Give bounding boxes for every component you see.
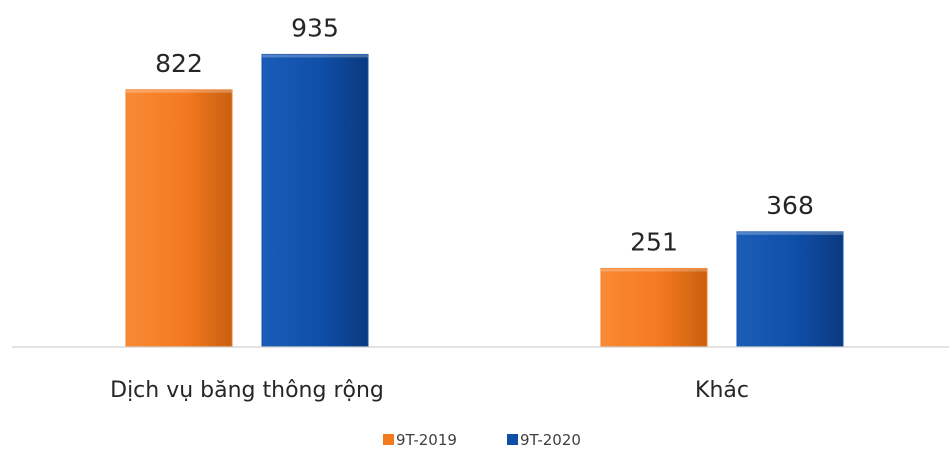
data-label: 368 [766,191,814,220]
legend-swatch [507,434,518,445]
legend-label: 9T-2020 [520,431,581,449]
data-label: 822 [155,49,203,78]
value-labels: 822 935 251 368 [155,13,814,256]
bar-highlight [737,231,843,235]
data-label: 251 [630,227,678,256]
bars-group [125,53,844,348]
bar-highlight [126,89,232,93]
bar-9t-2020-1 [736,231,844,348]
category-label: Khác [695,378,749,403]
category-labels: Dịch vụ băng thông rộng Khác [110,378,749,403]
bar-highlight [601,268,707,272]
data-label: 935 [291,13,339,42]
bar-9t-2019-0 [125,89,233,348]
legend-label: 9T-2019 [396,431,457,449]
bar-9t-2019-1 [600,267,708,348]
category-label: Dịch vụ băng thông rộng [110,378,384,403]
legend: 9T-2019 9T-2020 [383,431,581,449]
bar-highlight [262,54,368,58]
bar-9t-2020-0 [261,53,369,348]
legend-swatch [383,434,394,445]
